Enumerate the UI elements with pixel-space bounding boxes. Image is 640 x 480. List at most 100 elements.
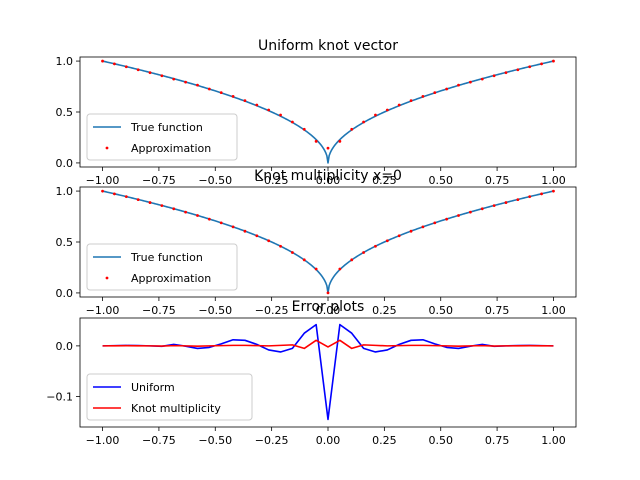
legend-label: Approximation: [131, 272, 211, 285]
x-tick-label: 0.75: [485, 304, 510, 317]
data-point: [480, 77, 484, 81]
x-tick-label: 0.75: [485, 174, 510, 187]
data-layer: [101, 59, 555, 164]
data-point: [302, 258, 306, 262]
data-point: [267, 239, 271, 243]
data-point: [540, 62, 543, 66]
data-point: [492, 204, 496, 208]
data-point: [314, 267, 318, 271]
x-tick-label: 0.50: [428, 174, 453, 187]
data-point: [528, 195, 532, 199]
data-point: [148, 71, 152, 75]
x-tick-label: 0.50: [428, 304, 453, 317]
data-point: [172, 207, 176, 211]
x-tick-label: 1.00: [541, 174, 566, 187]
legend: True function Approximation: [86, 113, 238, 161]
data-point: [409, 99, 413, 102]
y-tick-label: 1.0: [56, 185, 74, 198]
data-point: [184, 210, 188, 214]
data-point: [397, 103, 401, 107]
chart-title: Knot multiplicity x=0: [254, 168, 402, 184]
data-point: [457, 83, 460, 87]
data-point: [445, 217, 449, 221]
data-point: [243, 229, 247, 233]
data-point: [516, 68, 520, 72]
data-point: [528, 65, 532, 69]
data-point: [421, 95, 425, 98]
data-point: [113, 62, 116, 66]
data-point: [136, 68, 140, 72]
x-tick-label: 0.75: [485, 434, 510, 447]
legend: True function Approximation: [86, 243, 238, 291]
legend-box: [86, 243, 238, 291]
subplot-3: Error plots −1.00 −0.75 −0.50 −0.25 0.00 0.25 0…: [46, 299, 577, 447]
series-line-1: [102, 60, 554, 164]
legend-box: [86, 113, 238, 161]
data-point: [136, 198, 140, 202]
data-point: [433, 221, 437, 225]
plot-frame: [79, 56, 577, 168]
plot-frame: [79, 317, 577, 428]
x-tick-label: 0.50: [428, 434, 453, 447]
x-tick-label: 0.25: [372, 304, 397, 317]
data-point: [385, 239, 389, 243]
data-point: [552, 59, 555, 63]
x-tick-label: −0.75: [142, 174, 176, 187]
data-point: [113, 192, 116, 196]
x-tick-label: −1.00: [86, 434, 120, 447]
x-tick-label: 0.00: [316, 434, 341, 447]
chart-title: Error plots: [292, 299, 365, 315]
data-point: [124, 195, 128, 199]
data-layer: [102, 323, 554, 421]
x-tick-label: −0.25: [255, 304, 289, 317]
series-line-2: [102, 339, 554, 350]
legend: Uniform Knot multiplicity: [86, 373, 253, 421]
data-point: [207, 87, 211, 91]
legend-label: Approximation: [131, 142, 211, 155]
x-tick-label: 0.25: [372, 174, 397, 187]
legend-label: Knot multiplicity: [131, 402, 221, 415]
x-tick-label: 1.00: [541, 434, 566, 447]
data-point: [279, 244, 282, 248]
data-point: [279, 113, 282, 117]
data-point: [302, 127, 306, 131]
data-point: [207, 217, 211, 221]
x-tick-label: −0.50: [198, 434, 232, 447]
data-point: [160, 204, 164, 208]
subplot-2: Knot multiplicity x=0 −1.00 −0.75 −0.50 −0.2…: [56, 168, 577, 317]
plot-frame: [79, 186, 577, 298]
legend-label: True function: [130, 251, 203, 264]
data-point: [196, 83, 199, 87]
data-point: [326, 291, 330, 295]
data-point: [219, 91, 223, 95]
y-tick-label: 0.5: [56, 106, 74, 119]
data-point: [540, 192, 543, 196]
data-point: [326, 146, 330, 150]
data-point: [480, 207, 484, 211]
data-point: [338, 267, 342, 271]
data-point: [468, 210, 472, 214]
x-tick-label: −0.25: [255, 174, 289, 187]
data-point: [492, 74, 496, 78]
data-point: [243, 99, 247, 102]
data-point: [291, 120, 294, 124]
legend-label: Uniform: [131, 381, 175, 394]
data-point: [338, 139, 342, 143]
data-point: [552, 189, 555, 193]
data-point: [516, 198, 520, 202]
data-point: [397, 234, 401, 238]
data-point: [160, 74, 164, 78]
data-point: [350, 258, 354, 262]
y-tick-label: 0.0: [56, 287, 74, 300]
data-point: [101, 59, 104, 63]
x-tick-label: 0.25: [372, 434, 397, 447]
data-point: [124, 65, 128, 69]
chart-title: Uniform knot vector: [258, 38, 398, 54]
data-point: [101, 189, 104, 193]
x-tick-label: −0.50: [198, 174, 232, 187]
data-point: [457, 214, 460, 217]
y-tick-label: 0.5: [56, 236, 74, 249]
data-point: [374, 244, 377, 248]
data-point: [291, 251, 294, 254]
